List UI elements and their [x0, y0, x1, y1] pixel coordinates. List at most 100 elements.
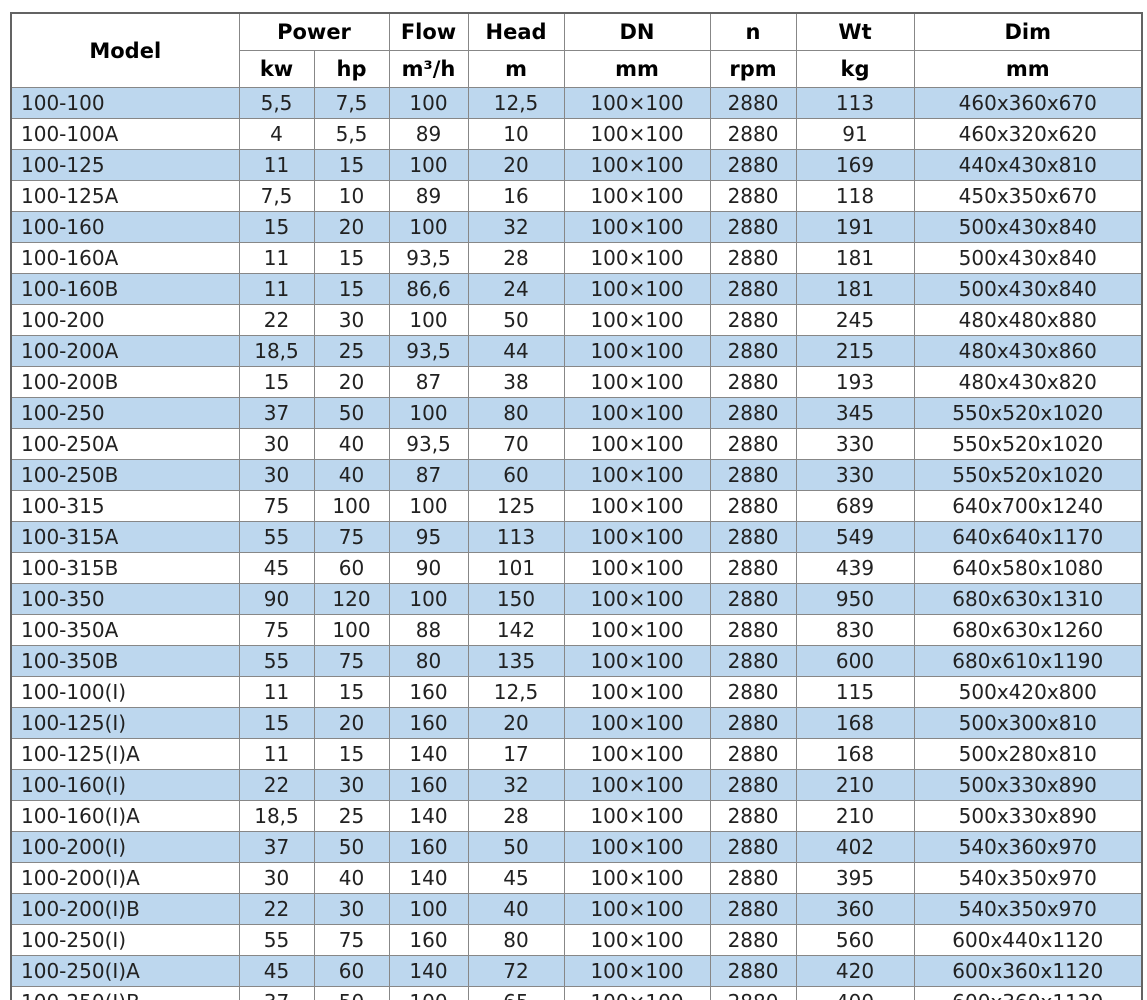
cell-rpm: 2880	[709, 273, 797, 305]
cell-model: 100-125(I)	[10, 707, 240, 739]
table-row: 100-160(I)A 18,5 25 140 28 100×100 2880 210 500x…	[10, 800, 1143, 832]
cell-wt: 113	[795, 87, 915, 119]
cell-head: 50	[467, 304, 565, 336]
cell-flow: 100	[388, 304, 469, 336]
cell-flow: 100	[388, 986, 469, 1000]
cell-dn: 100×100	[563, 490, 711, 522]
cell-hp: 120	[313, 583, 390, 615]
col-header-power: Power	[238, 12, 390, 51]
cell-head: 60	[467, 459, 565, 491]
cell-dim: 640x580x1080	[913, 552, 1143, 584]
cell-dn: 100×100	[563, 676, 711, 708]
cell-kw: 7,5	[238, 180, 315, 212]
cell-rpm: 2880	[709, 242, 797, 274]
cell-head: 32	[467, 769, 565, 801]
cell-hp: 15	[313, 676, 390, 708]
cell-dn: 100×100	[563, 459, 711, 491]
cell-dim: 640x700x1240	[913, 490, 1143, 522]
cell-hp: 15	[313, 242, 390, 274]
unit-header-n: rpm	[709, 50, 797, 88]
cell-head: 12,5	[467, 87, 565, 119]
cell-head: 101	[467, 552, 565, 584]
cell-head: 40	[467, 893, 565, 925]
cell-rpm: 2880	[709, 428, 797, 460]
cell-flow: 93,5	[388, 335, 469, 367]
cell-wt: 215	[795, 335, 915, 367]
cell-rpm: 2880	[709, 118, 797, 150]
cell-wt: 193	[795, 366, 915, 398]
cell-rpm: 2880	[709, 924, 797, 956]
cell-rpm: 2880	[709, 211, 797, 243]
cell-flow: 88	[388, 614, 469, 646]
cell-hp: 50	[313, 831, 390, 863]
cell-wt: 91	[795, 118, 915, 150]
cell-hp: 20	[313, 707, 390, 739]
cell-flow: 95	[388, 521, 469, 553]
cell-wt: 118	[795, 180, 915, 212]
cell-head: 24	[467, 273, 565, 305]
col-header-flow: Flow	[388, 12, 469, 51]
cell-dim: 550x520x1020	[913, 397, 1143, 429]
cell-model: 100-160B	[10, 273, 240, 305]
cell-dn: 100×100	[563, 521, 711, 553]
cell-hp: 5,5	[313, 118, 390, 150]
table-row: 100-125(I) 15 20 160 20 100×100 2880 168 500x300…	[10, 707, 1143, 739]
cell-wt: 402	[795, 831, 915, 863]
cell-model: 100-160	[10, 211, 240, 243]
col-header-dn: DN	[563, 12, 711, 51]
cell-head: 32	[467, 211, 565, 243]
cell-model: 100-250B	[10, 459, 240, 491]
cell-dn: 100×100	[563, 118, 711, 150]
cell-model: 100-125	[10, 149, 240, 181]
cell-kw: 11	[238, 149, 315, 181]
cell-dn: 100×100	[563, 242, 711, 274]
cell-dn: 100×100	[563, 180, 711, 212]
table-row: 100-200 22 30 100 50 100×100 2880 245 480x480x88…	[10, 304, 1143, 336]
cell-rpm: 2880	[709, 676, 797, 708]
unit-header-dn: mm	[563, 50, 711, 88]
cell-head: 38	[467, 366, 565, 398]
table-row: 100-250A 30 40 93,5 70 100×100 2880 330 550x520x…	[10, 428, 1143, 460]
cell-head: 80	[467, 924, 565, 956]
cell-flow: 160	[388, 831, 469, 863]
cell-rpm: 2880	[709, 707, 797, 739]
cell-dn: 100×100	[563, 614, 711, 646]
cell-dn: 100×100	[563, 428, 711, 460]
cell-wt: 395	[795, 862, 915, 894]
cell-wt: 169	[795, 149, 915, 181]
cell-head: 45	[467, 862, 565, 894]
table-row: 100-160(I) 22 30 160 32 100×100 2880 210 500x330…	[10, 769, 1143, 801]
cell-head: 65	[467, 986, 565, 1000]
cell-rpm: 2880	[709, 800, 797, 832]
cell-hp: 10	[313, 180, 390, 212]
cell-rpm: 2880	[709, 552, 797, 584]
cell-model: 100-160(I)A	[10, 800, 240, 832]
cell-kw: 22	[238, 893, 315, 925]
cell-dn: 100×100	[563, 211, 711, 243]
cell-wt: 689	[795, 490, 915, 522]
cell-dim: 500x280x810	[913, 738, 1143, 770]
cell-wt: 210	[795, 800, 915, 832]
cell-wt: 115	[795, 676, 915, 708]
cell-kw: 45	[238, 552, 315, 584]
cell-dn: 100×100	[563, 862, 711, 894]
cell-model: 100-250	[10, 397, 240, 429]
table-row: 100-250(I) 55 75 160 80 100×100 2880 560 600x440…	[10, 924, 1143, 956]
cell-wt: 168	[795, 707, 915, 739]
cell-dim: 440x430x810	[913, 149, 1143, 181]
table-row: 100-160A 11 15 93,5 28 100×100 2880 181 500x430x…	[10, 242, 1143, 274]
cell-flow: 86,6	[388, 273, 469, 305]
cell-flow: 90	[388, 552, 469, 584]
table-row: 100-250B 30 40 87 60 100×100 2880 330 550x520x10…	[10, 459, 1143, 491]
cell-head: 113	[467, 521, 565, 553]
cell-flow: 89	[388, 118, 469, 150]
cell-flow: 160	[388, 707, 469, 739]
cell-flow: 160	[388, 769, 469, 801]
col-header-wt: Wt	[795, 12, 915, 51]
col-header-dim: Dim	[913, 12, 1143, 51]
cell-wt: 345	[795, 397, 915, 429]
cell-head: 28	[467, 242, 565, 274]
cell-hp: 30	[313, 893, 390, 925]
cell-wt: 360	[795, 893, 915, 925]
cell-flow: 160	[388, 676, 469, 708]
